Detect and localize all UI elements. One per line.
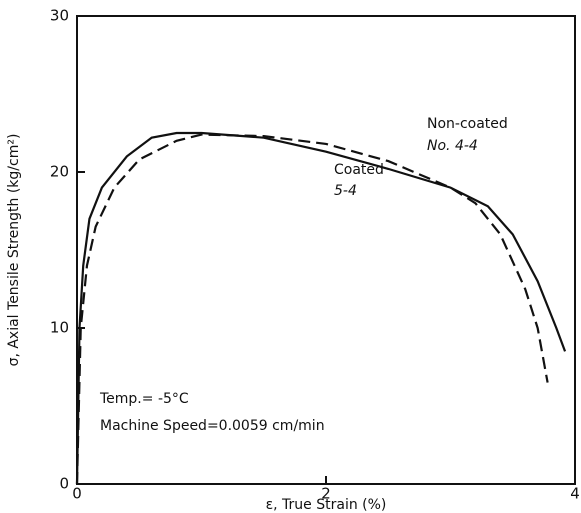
series-annotation: Non-coated (427, 116, 508, 132)
y-tick-label: 30 (50, 7, 69, 25)
annotation: No. 4-4 (427, 138, 478, 154)
annotation: 5-4 (334, 183, 357, 199)
annotation: Temp.= -5°C (99, 391, 189, 407)
y-tick-label: 20 (50, 163, 69, 181)
y-axis-label: σ, Axial Tensile Strength (kg/cm²) (6, 134, 22, 367)
annotation: Machine Speed=0.0059 cm/min (100, 418, 325, 434)
y-tick-label: 10 (50, 319, 69, 337)
x-tick-label: 2 (321, 485, 331, 503)
x-tick-label: 4 (570, 485, 580, 503)
x-tick-label: 0 (72, 485, 82, 503)
series-annotation: Coated (334, 162, 384, 178)
plot-frame (76, 15, 576, 485)
x-axis-label: ε, True Strain (%) (266, 497, 387, 513)
y-tick-label: 0 (59, 475, 69, 493)
series-line (75, 133, 549, 485)
